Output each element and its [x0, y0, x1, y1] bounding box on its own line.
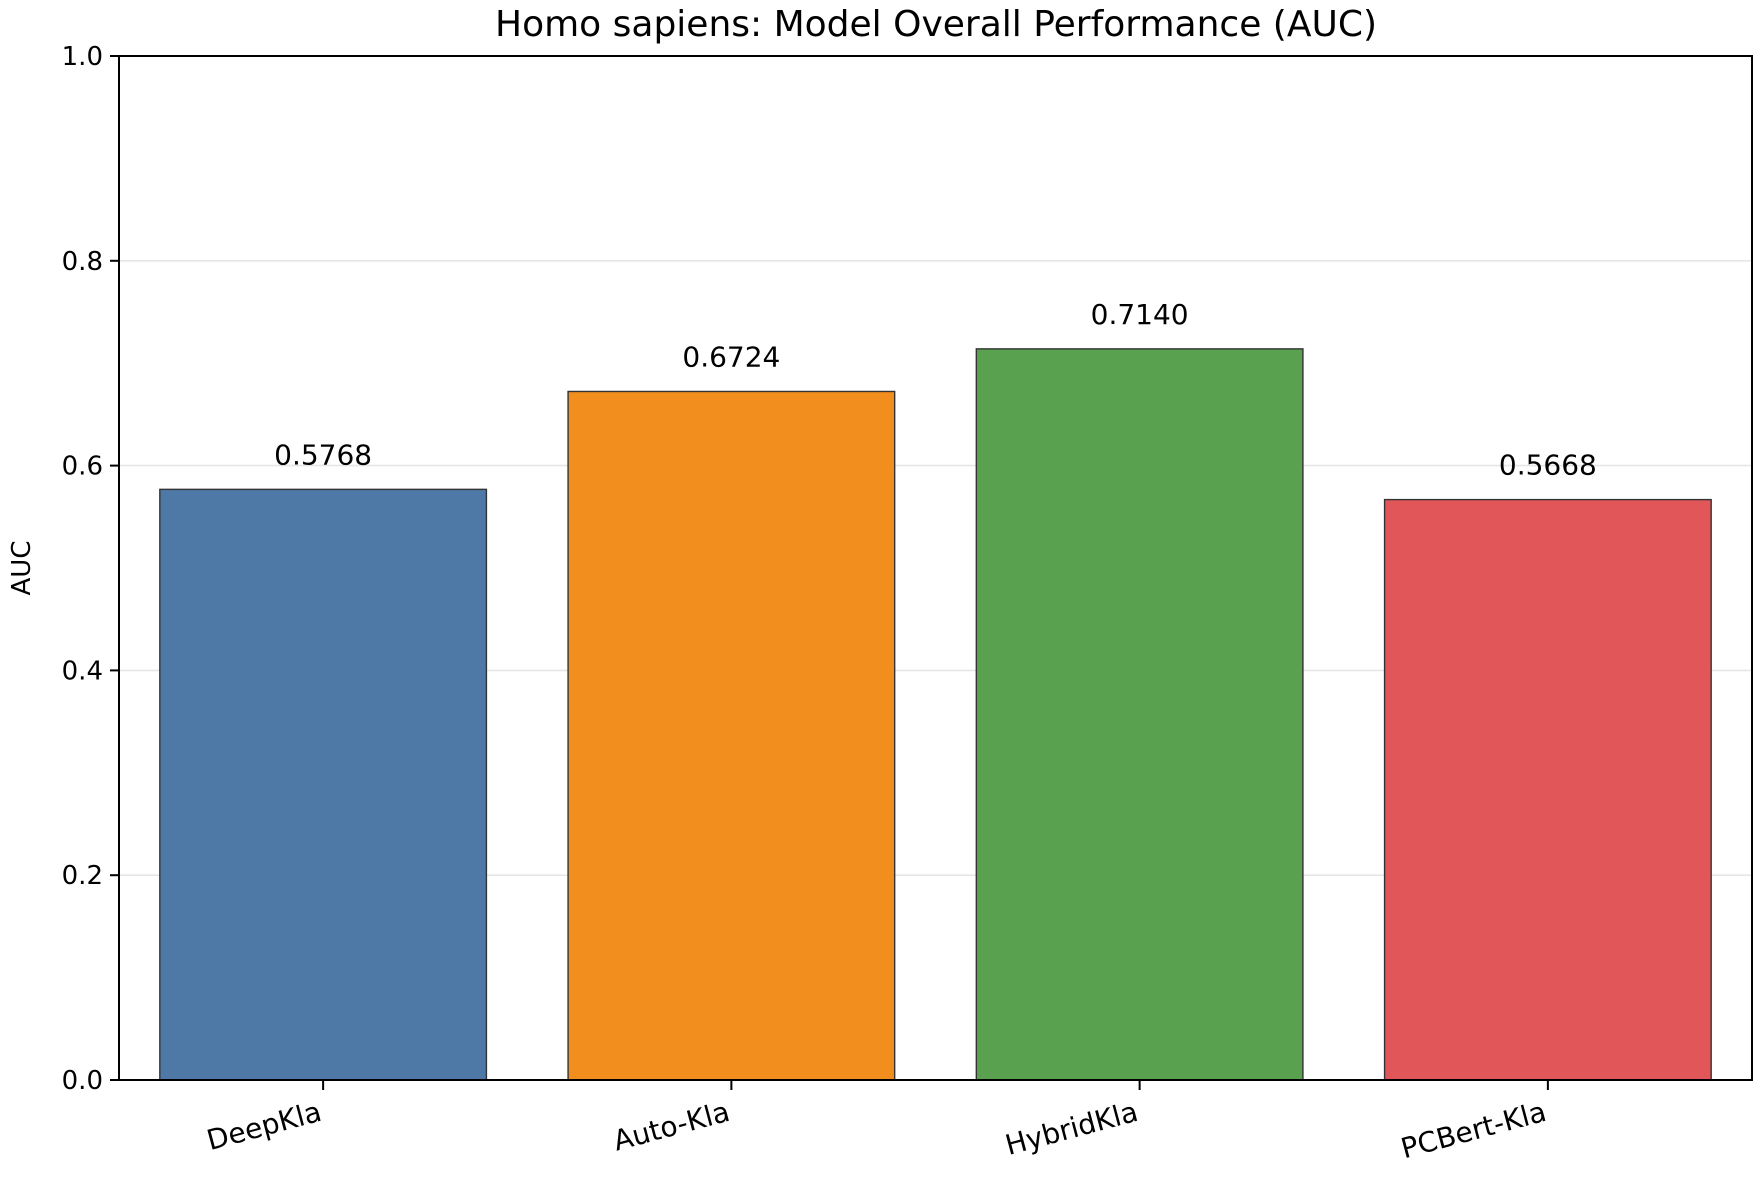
- bar-pcbert-kla: [1383, 498, 1712, 1081]
- y-axis-label: AUC: [7, 541, 37, 596]
- y-ticks: 0.0 0.2 0.4 0.6 0.8 1.0: [62, 42, 119, 1096]
- plot-frame: [118, 55, 1753, 1081]
- chart-title: Homo sapiens: Model Overall Performance …: [495, 4, 1377, 45]
- bar-deepkla: [159, 488, 488, 1081]
- bar-value-labels: 0.5768 0.6724 0.7140 0.5668: [274, 298, 1597, 482]
- y-tick-label: 1.0: [62, 42, 103, 72]
- x-tick-label: HybridKla: [1002, 1095, 1142, 1162]
- axes: [118, 55, 1753, 1081]
- y-tick-label: 0.6: [62, 452, 103, 482]
- bar-value-label: 0.7140: [1091, 298, 1189, 331]
- x-ticks: DeepKla Auto-Kla HybridKla PCBert-Kla: [203, 1080, 1550, 1165]
- bar-value-label: 0.5768: [274, 438, 372, 471]
- y-tick-label: 0.0: [62, 1066, 103, 1096]
- x-tick-label: DeepKla: [203, 1095, 325, 1157]
- x-tick-label: Auto-Kla: [610, 1095, 733, 1158]
- bar-value-label: 0.6724: [682, 340, 780, 373]
- y-tick-label: 0.4: [62, 656, 103, 686]
- y-tick-label: 0.8: [62, 247, 103, 277]
- bar-value-label: 0.5668: [1499, 449, 1597, 482]
- x-tick-label: PCBert-Kla: [1397, 1095, 1549, 1165]
- bar-hybridkla: [975, 348, 1304, 1081]
- bar-auto-kla: [567, 390, 896, 1081]
- bars: [159, 348, 1712, 1081]
- y-tick-label: 0.2: [62, 861, 103, 891]
